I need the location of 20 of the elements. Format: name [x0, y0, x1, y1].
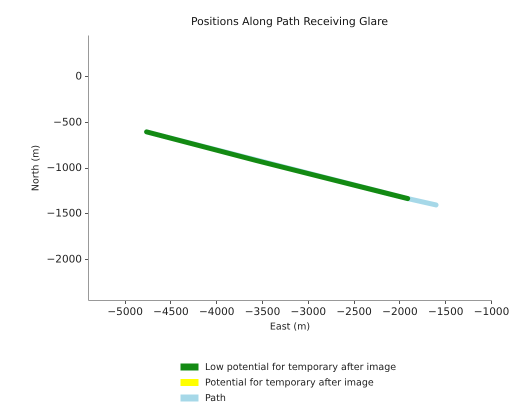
legend-label: Potential for temporary after image — [205, 378, 374, 388]
y-tick-label: 0 — [75, 70, 82, 83]
legend-label: Low potential for temporary after image — [205, 362, 396, 373]
x-tick-label: −5000 — [107, 306, 143, 318]
x-tick-label: −2000 — [382, 306, 418, 318]
x-tick-label: −3500 — [244, 306, 280, 318]
y-axis-title: North (m) — [30, 144, 42, 192]
x-tick-label: −4500 — [153, 306, 189, 318]
x-tick-label: −1000 — [474, 306, 510, 318]
x-tick-label: −3000 — [290, 306, 326, 318]
x-axis-title: East (m) — [270, 322, 310, 332]
chart-title: Positions Along Path Receiving Glare — [191, 15, 388, 28]
y-tick-label: −2000 — [46, 253, 82, 266]
x-tick-label: −1500 — [428, 306, 464, 318]
y-tick-label: −1000 — [46, 162, 82, 174]
y-tick-label: −1500 — [46, 208, 82, 220]
legend-label: Path — [205, 393, 226, 404]
x-tick-label: −4000 — [198, 306, 234, 318]
x-tick-label: −2500 — [336, 306, 372, 318]
y-tick-label: −500 — [53, 116, 82, 128]
